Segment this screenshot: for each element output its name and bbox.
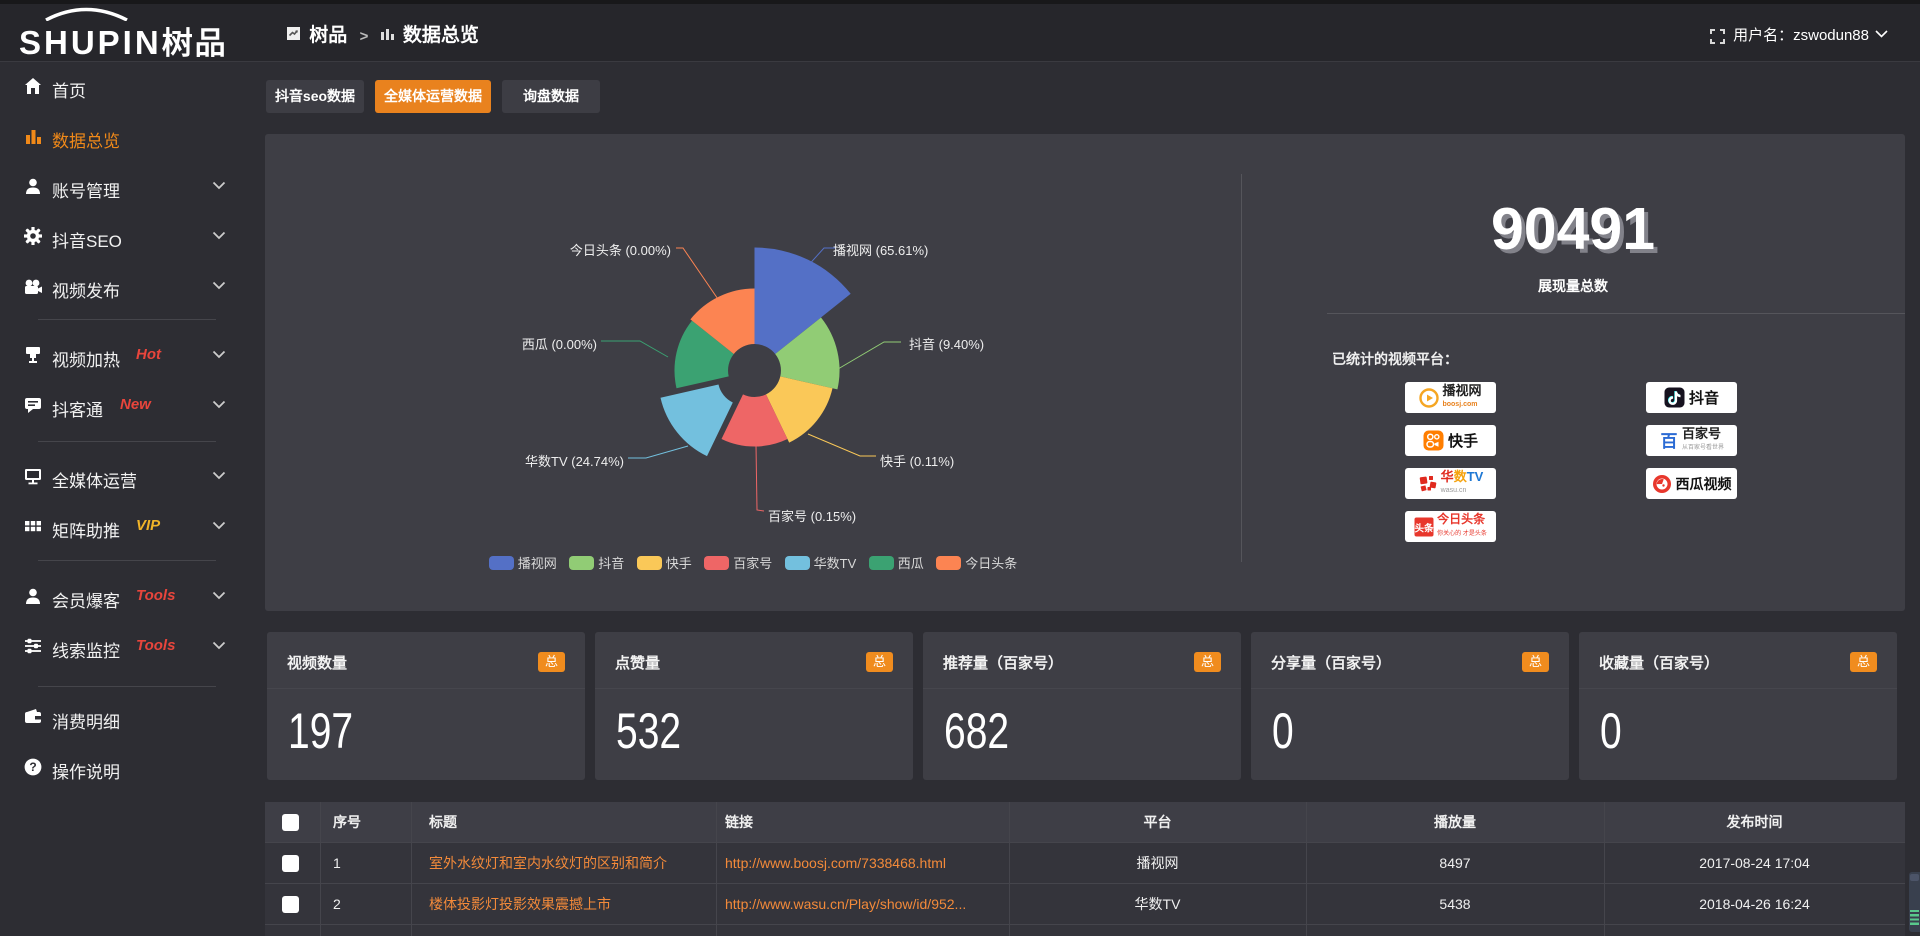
svg-text:?: ? [29, 760, 36, 774]
svg-text:头条: 头条 [1415, 522, 1435, 534]
svg-text:百: 百 [1660, 432, 1677, 451]
